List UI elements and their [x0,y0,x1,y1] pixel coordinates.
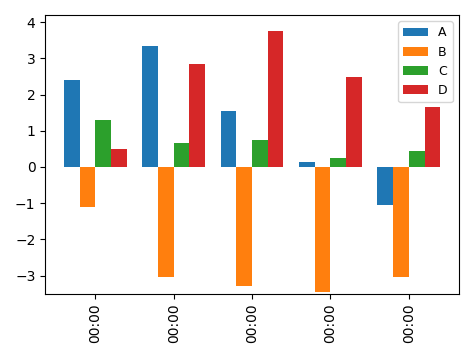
Bar [252,140,268,167]
Bar [409,151,425,167]
Bar [315,167,330,292]
Bar [95,120,111,167]
Bar [425,107,440,167]
Bar [142,46,158,167]
Bar [299,161,315,167]
Bar [64,80,80,167]
Bar [221,111,237,167]
Bar [237,167,252,286]
Bar [158,167,174,277]
Bar [80,167,95,207]
Bar [111,149,127,167]
Bar [346,77,362,167]
Bar [393,167,409,277]
Bar [174,144,190,167]
Bar [330,158,346,167]
Legend: A, B, C, D: A, B, C, D [398,21,453,102]
Bar [377,167,393,205]
Bar [268,31,283,167]
Bar [190,64,205,167]
